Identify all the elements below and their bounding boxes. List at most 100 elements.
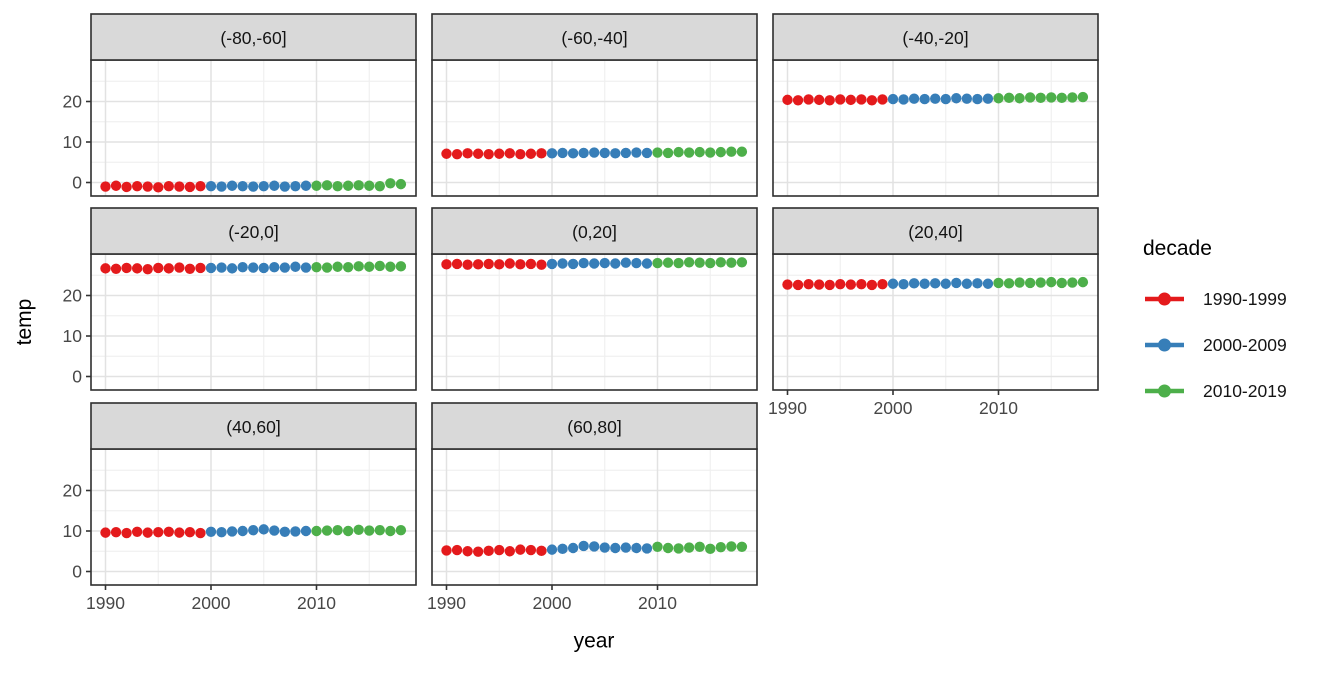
data-point bbox=[578, 147, 589, 159]
data-point bbox=[364, 180, 375, 191]
data-point bbox=[589, 147, 600, 158]
data-point bbox=[174, 527, 185, 538]
data-point bbox=[100, 263, 111, 274]
data-point bbox=[620, 542, 632, 553]
data-point bbox=[599, 257, 610, 269]
data-point bbox=[546, 544, 558, 555]
x-axis-tick-label: 2010 bbox=[297, 593, 336, 613]
data-point bbox=[353, 261, 364, 272]
data-point bbox=[441, 148, 452, 159]
y-axis-tick-label: 20 bbox=[63, 286, 83, 306]
data-point bbox=[683, 147, 695, 158]
data-point bbox=[279, 526, 291, 538]
legend-entry-label: 1990-1999 bbox=[1203, 289, 1287, 309]
data-point bbox=[940, 278, 951, 289]
data-point bbox=[248, 524, 259, 536]
data-point bbox=[557, 147, 568, 159]
data-point bbox=[845, 279, 856, 290]
data-point bbox=[451, 544, 463, 556]
panel-background bbox=[773, 254, 1098, 390]
data-point bbox=[184, 263, 196, 274]
data-point bbox=[726, 146, 737, 157]
data-point bbox=[321, 180, 333, 191]
x-axis-tick-label: 1990 bbox=[86, 593, 125, 613]
data-point bbox=[374, 260, 385, 272]
data-point bbox=[951, 93, 962, 104]
data-point bbox=[472, 148, 484, 159]
data-point bbox=[100, 527, 111, 538]
panel-background bbox=[432, 254, 757, 390]
y-axis-tick-label: 0 bbox=[72, 173, 82, 193]
data-point bbox=[557, 543, 568, 555]
data-point bbox=[694, 146, 705, 158]
legend-entry-label: 2010-2019 bbox=[1203, 381, 1287, 401]
legend-entry: 1990-1999 bbox=[1145, 289, 1287, 309]
data-point bbox=[504, 546, 515, 557]
data-point bbox=[824, 95, 835, 106]
panel-background bbox=[91, 449, 416, 585]
data-point bbox=[961, 278, 973, 289]
data-point bbox=[226, 180, 238, 191]
facet-strip-label: (-60,-40] bbox=[561, 28, 627, 48]
data-point bbox=[705, 257, 716, 269]
x-axis-tick-label: 2010 bbox=[638, 593, 677, 613]
data-point bbox=[163, 526, 174, 538]
data-point bbox=[226, 263, 238, 274]
data-point bbox=[877, 94, 888, 105]
data-point bbox=[121, 181, 132, 193]
data-point bbox=[662, 147, 674, 159]
x-axis-tick-label: 1990 bbox=[427, 593, 466, 613]
data-point bbox=[736, 257, 748, 268]
data-point bbox=[620, 147, 632, 159]
data-point bbox=[451, 258, 463, 270]
data-point bbox=[279, 181, 291, 192]
x-axis-tick-label: 2000 bbox=[192, 593, 231, 613]
data-point bbox=[919, 278, 930, 289]
data-point bbox=[589, 258, 600, 269]
y-axis-tick-label: 10 bbox=[63, 326, 83, 346]
data-point bbox=[131, 180, 143, 192]
y-axis-tick-label: 20 bbox=[63, 481, 83, 501]
data-point bbox=[525, 148, 537, 159]
data-point bbox=[494, 259, 505, 270]
data-point bbox=[1035, 277, 1046, 288]
data-point bbox=[1046, 92, 1057, 103]
data-point bbox=[269, 180, 280, 191]
data-point bbox=[631, 147, 642, 158]
data-point bbox=[290, 526, 301, 537]
data-point bbox=[940, 93, 951, 105]
data-point bbox=[898, 94, 909, 105]
data-point bbox=[195, 527, 206, 539]
data-point bbox=[631, 257, 642, 269]
y-axis-tick-label: 20 bbox=[63, 92, 83, 112]
data-point bbox=[536, 259, 547, 270]
data-point bbox=[142, 527, 153, 538]
data-point bbox=[353, 524, 364, 535]
legend-key-point bbox=[1158, 338, 1171, 352]
data-point bbox=[279, 262, 291, 273]
data-point bbox=[694, 257, 705, 268]
data-point bbox=[673, 257, 684, 269]
data-point bbox=[610, 258, 621, 269]
x-axis-tick-label: 2000 bbox=[533, 593, 572, 613]
data-point bbox=[300, 262, 312, 273]
data-point bbox=[311, 525, 322, 537]
y-axis-tick-label: 10 bbox=[63, 132, 83, 152]
data-point bbox=[631, 542, 642, 554]
data-point bbox=[216, 262, 227, 273]
data-point bbox=[153, 527, 164, 538]
data-point bbox=[174, 262, 185, 273]
data-point bbox=[163, 180, 174, 192]
facet-strip bbox=[431, 402, 758, 450]
data-point bbox=[395, 178, 407, 190]
data-point bbox=[715, 257, 726, 268]
data-point bbox=[205, 526, 217, 538]
x-axis-title: year bbox=[574, 630, 615, 653]
data-point bbox=[951, 277, 962, 289]
data-point bbox=[374, 180, 385, 192]
data-point bbox=[641, 543, 653, 554]
data-point bbox=[1067, 92, 1078, 103]
data-point bbox=[494, 544, 505, 556]
data-point bbox=[982, 278, 994, 289]
facet-strip bbox=[772, 13, 1099, 61]
